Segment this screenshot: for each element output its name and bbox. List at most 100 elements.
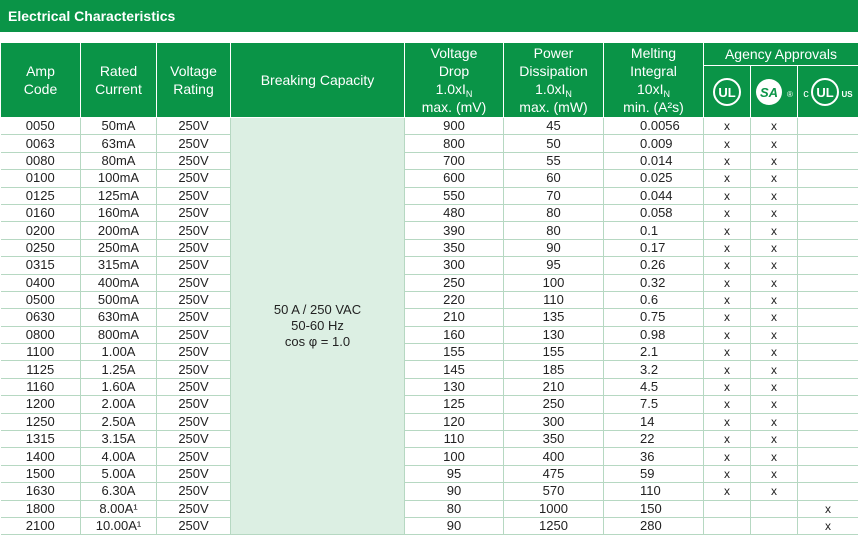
power-dissipation: 185 bbox=[503, 360, 604, 379]
header-text: Melting bbox=[630, 45, 677, 61]
ul-approval bbox=[703, 517, 751, 536]
melting-integral: 0.75 bbox=[603, 308, 704, 327]
melting-integral: 14 bbox=[603, 413, 704, 432]
header-line: max. (mW) bbox=[504, 98, 603, 116]
data-row: 0315 315mA 250V 300 95 0.26 x x bbox=[0, 256, 858, 275]
header-row: UL SA ® c UL US bbox=[1, 65, 858, 118]
voltage-rating: 250V bbox=[156, 187, 231, 205]
cul-approval bbox=[797, 291, 858, 310]
logo-text: US bbox=[841, 90, 853, 99]
voltage-drop: 80 bbox=[404, 500, 504, 518]
power-dissipation: 90 bbox=[503, 239, 604, 258]
csa-approval bbox=[750, 500, 798, 518]
voltage-rating: 250V bbox=[156, 465, 231, 484]
voltage-rating: 250V bbox=[156, 360, 231, 379]
melting-integral: 3.2 bbox=[603, 360, 704, 379]
amp-code: 0630 bbox=[0, 308, 81, 327]
voltage-drop: 145 bbox=[404, 360, 504, 379]
voltage-drop: 350 bbox=[404, 239, 504, 258]
cul-approval bbox=[797, 221, 858, 240]
cul-approval bbox=[797, 308, 858, 327]
amp-code: 0080 bbox=[0, 152, 81, 171]
cul-approval bbox=[797, 239, 858, 258]
power-dissipation: 475 bbox=[503, 465, 604, 484]
data-row: 0200 200mA 250V 390 80 0.1 x x bbox=[0, 221, 858, 240]
amp-code: 1250 bbox=[0, 413, 81, 432]
voltage-rating: 250V bbox=[156, 239, 231, 258]
csa-approval: x bbox=[750, 256, 798, 275]
csa-approval: x bbox=[750, 413, 798, 432]
header-line: Current bbox=[81, 80, 156, 98]
data-row: 1160 1.60A 250V 130 210 4.5 x x bbox=[0, 378, 858, 397]
voltage-drop: 800 bbox=[404, 134, 504, 153]
voltage-drop: 90 bbox=[404, 482, 504, 501]
voltage-rating: 250V bbox=[156, 517, 231, 536]
rated-current: 63mA bbox=[80, 134, 157, 153]
amp-code: 1400 bbox=[0, 447, 81, 466]
melting-integral: 0.009 bbox=[603, 134, 704, 153]
voltage-drop: 250 bbox=[404, 274, 504, 292]
amp-code: 0160 bbox=[0, 204, 81, 223]
csa-approval: x bbox=[750, 169, 798, 188]
rated-current: 100mA bbox=[80, 169, 157, 188]
melting-integral: 280 bbox=[603, 517, 704, 536]
power-dissipation: 45 bbox=[503, 117, 604, 136]
melting-integral: 0.044 bbox=[603, 187, 704, 205]
header-text: Dissipation bbox=[519, 63, 588, 79]
header-line: Voltage bbox=[405, 44, 503, 62]
ul-approval: x bbox=[703, 465, 751, 484]
power-dissipation: 1000 bbox=[503, 500, 604, 518]
voltage-rating: 250V bbox=[156, 308, 231, 327]
csa-approval: x bbox=[750, 274, 798, 292]
logo-ring bbox=[713, 77, 741, 106]
header-line: Melting bbox=[604, 44, 703, 62]
header-line: min. (A²s) bbox=[604, 98, 703, 116]
voltage-rating: 250V bbox=[156, 256, 231, 275]
data-row: 0080 80mA 250V 700 55 0.014 x x bbox=[0, 152, 858, 171]
rated-current: 80mA bbox=[80, 152, 157, 171]
power-dissipation: 155 bbox=[503, 343, 604, 362]
power-dissipation: 55 bbox=[503, 152, 604, 171]
melting-integral: 59 bbox=[603, 465, 704, 484]
logo-text: UL bbox=[718, 85, 735, 100]
csa-approval: x bbox=[750, 430, 798, 449]
melting-integral: 7.5 bbox=[603, 395, 704, 414]
power-dissipation: 300 bbox=[503, 413, 604, 432]
csa-approval: x bbox=[750, 308, 798, 327]
cul-approval: x bbox=[797, 517, 858, 536]
voltage-rating: 250V bbox=[156, 117, 231, 136]
voltage-drop: 220 bbox=[404, 291, 504, 310]
rated-current: 630mA bbox=[80, 308, 157, 327]
amp-code: 0100 bbox=[0, 169, 81, 188]
data-row: 1800 8.00A¹ 250V 80 1000 150 x bbox=[0, 500, 858, 518]
melting-integral: 0.98 bbox=[603, 326, 704, 345]
agency-logo-cell: UL bbox=[703, 65, 751, 118]
data-row: 0160 160mA 250V 480 80 0.058 x x bbox=[0, 204, 858, 223]
rated-current: 500mA bbox=[80, 291, 157, 310]
voltage-drop: 600 bbox=[404, 169, 504, 188]
amp-code: 0400 bbox=[0, 274, 81, 292]
ul-approval: x bbox=[703, 204, 751, 223]
csa-approval: x bbox=[750, 447, 798, 466]
ul-approval: x bbox=[703, 395, 751, 414]
melting-integral: 0.025 bbox=[603, 169, 704, 188]
rated-current: 1.25A bbox=[80, 360, 157, 379]
rated-current: 125mA bbox=[80, 187, 157, 205]
ul-approval: x bbox=[703, 169, 751, 188]
voltage-rating: 250V bbox=[156, 413, 231, 432]
rated-current: 50mA bbox=[80, 117, 157, 136]
data-row: 1630 6.30A 250V 90 570 110 x x bbox=[0, 482, 858, 501]
melting-integral: 110 bbox=[603, 482, 704, 501]
voltage-rating: 250V bbox=[156, 152, 231, 171]
data-row: 0050 50mA 250V 50 A / 250 VAC 50-60 Hz cos φ … bbox=[0, 117, 858, 536]
ul-approval: x bbox=[703, 187, 751, 205]
logo-text: UL bbox=[816, 85, 833, 100]
cul-approval bbox=[797, 343, 858, 362]
amp-code: 0800 bbox=[0, 326, 81, 345]
rated-current: 6.30A bbox=[80, 482, 157, 501]
breaking-capacity: 50 A / 250 VAC 50-60 Hz cos φ = 1.0 bbox=[230, 117, 405, 536]
amp-code: 1800 bbox=[0, 500, 81, 518]
power-dissipation: 350 bbox=[503, 430, 604, 449]
power-dissipation: 130 bbox=[503, 326, 604, 345]
